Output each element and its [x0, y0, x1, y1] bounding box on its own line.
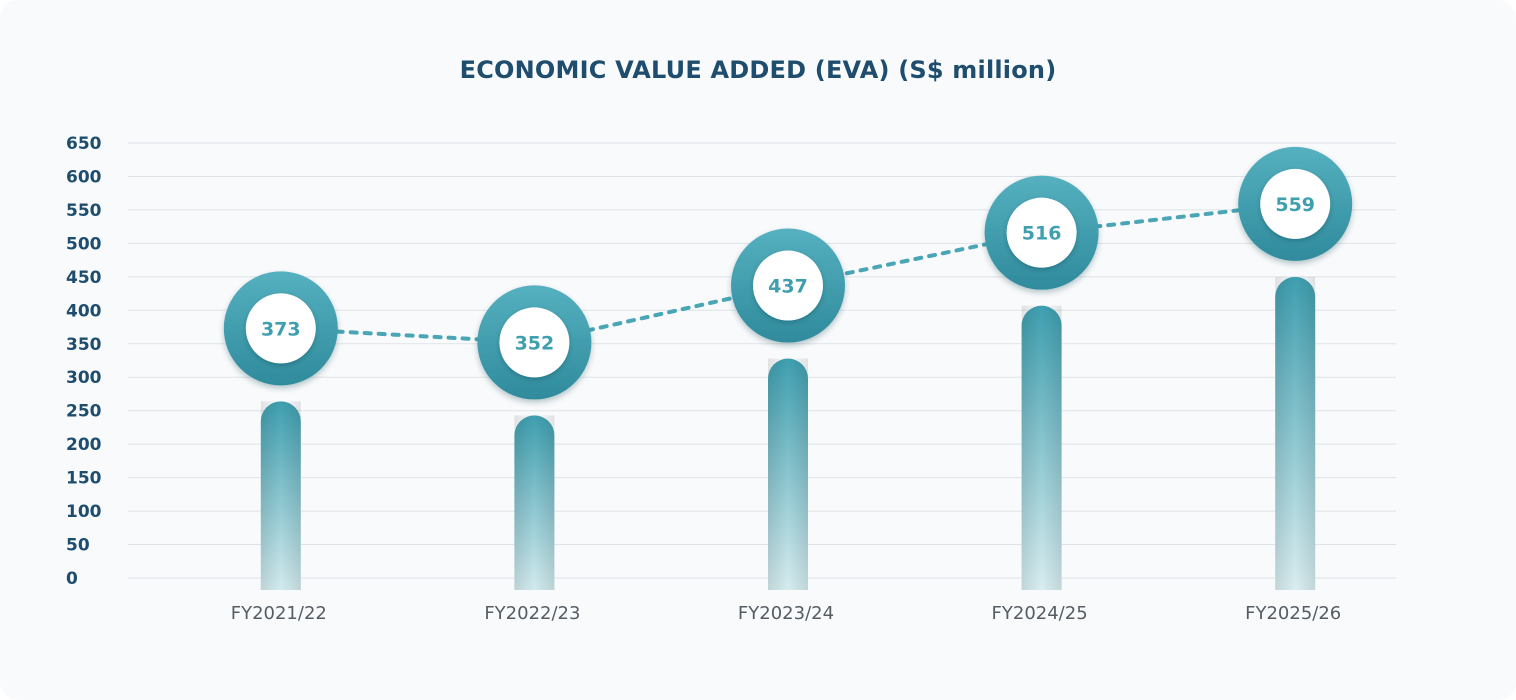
- x-tick-label: FY2023/24: [738, 603, 834, 624]
- data-point-marker: 516: [984, 175, 1099, 290]
- y-tick-label: 50: [66, 536, 90, 556]
- data-label: 373: [261, 318, 301, 340]
- y-tick-label: 300: [66, 368, 102, 388]
- marker-center: [245, 293, 316, 364]
- x-tick-label: FY2024/25: [992, 603, 1088, 624]
- bar-shade: [768, 358, 808, 590]
- trend-line: [278, 201, 1298, 345]
- data-point-marker: 352: [477, 285, 592, 400]
- data-label: 437: [768, 276, 808, 298]
- y-tick-label: 450: [66, 268, 102, 288]
- y-tick-label: 500: [66, 234, 102, 254]
- data-point-marker: 437: [731, 228, 845, 343]
- bar-shade: [514, 415, 555, 590]
- y-tick-label: 0: [66, 569, 78, 589]
- data-point-marker: 373: [223, 271, 338, 386]
- marker-center: [499, 307, 570, 378]
- y-tick-label: 650: [66, 134, 102, 154]
- data-label: 516: [1022, 223, 1062, 245]
- x-tick-label: FY2021/22: [231, 603, 327, 624]
- chart-title: ECONOMIC VALUE ADDED (EVA) (S$ million): [459, 56, 1057, 84]
- x-tick-label: FY2025/26: [1245, 603, 1341, 624]
- bar-shade: [1275, 276, 1316, 590]
- data-label: 352: [515, 332, 555, 354]
- y-tick-label: 250: [66, 402, 102, 422]
- y-tick-label: 150: [66, 469, 102, 489]
- y-tick-label: 100: [66, 502, 102, 522]
- bar-shade: [1021, 305, 1062, 590]
- y-tick-label: 400: [66, 301, 102, 321]
- y-tick-label: 550: [66, 201, 102, 221]
- marker-center: [1006, 197, 1077, 268]
- marker-center: [753, 250, 823, 321]
- data-label: 559: [1275, 194, 1315, 216]
- data-point-marker: 559: [1238, 146, 1353, 261]
- x-tick-label: FY2022/23: [484, 603, 580, 624]
- y-tick-label: 600: [66, 167, 102, 187]
- y-tick-label: 350: [66, 335, 102, 355]
- marker-center: [1260, 168, 1331, 239]
- bar-shade: [260, 401, 301, 590]
- y-tick-label: 200: [66, 435, 102, 455]
